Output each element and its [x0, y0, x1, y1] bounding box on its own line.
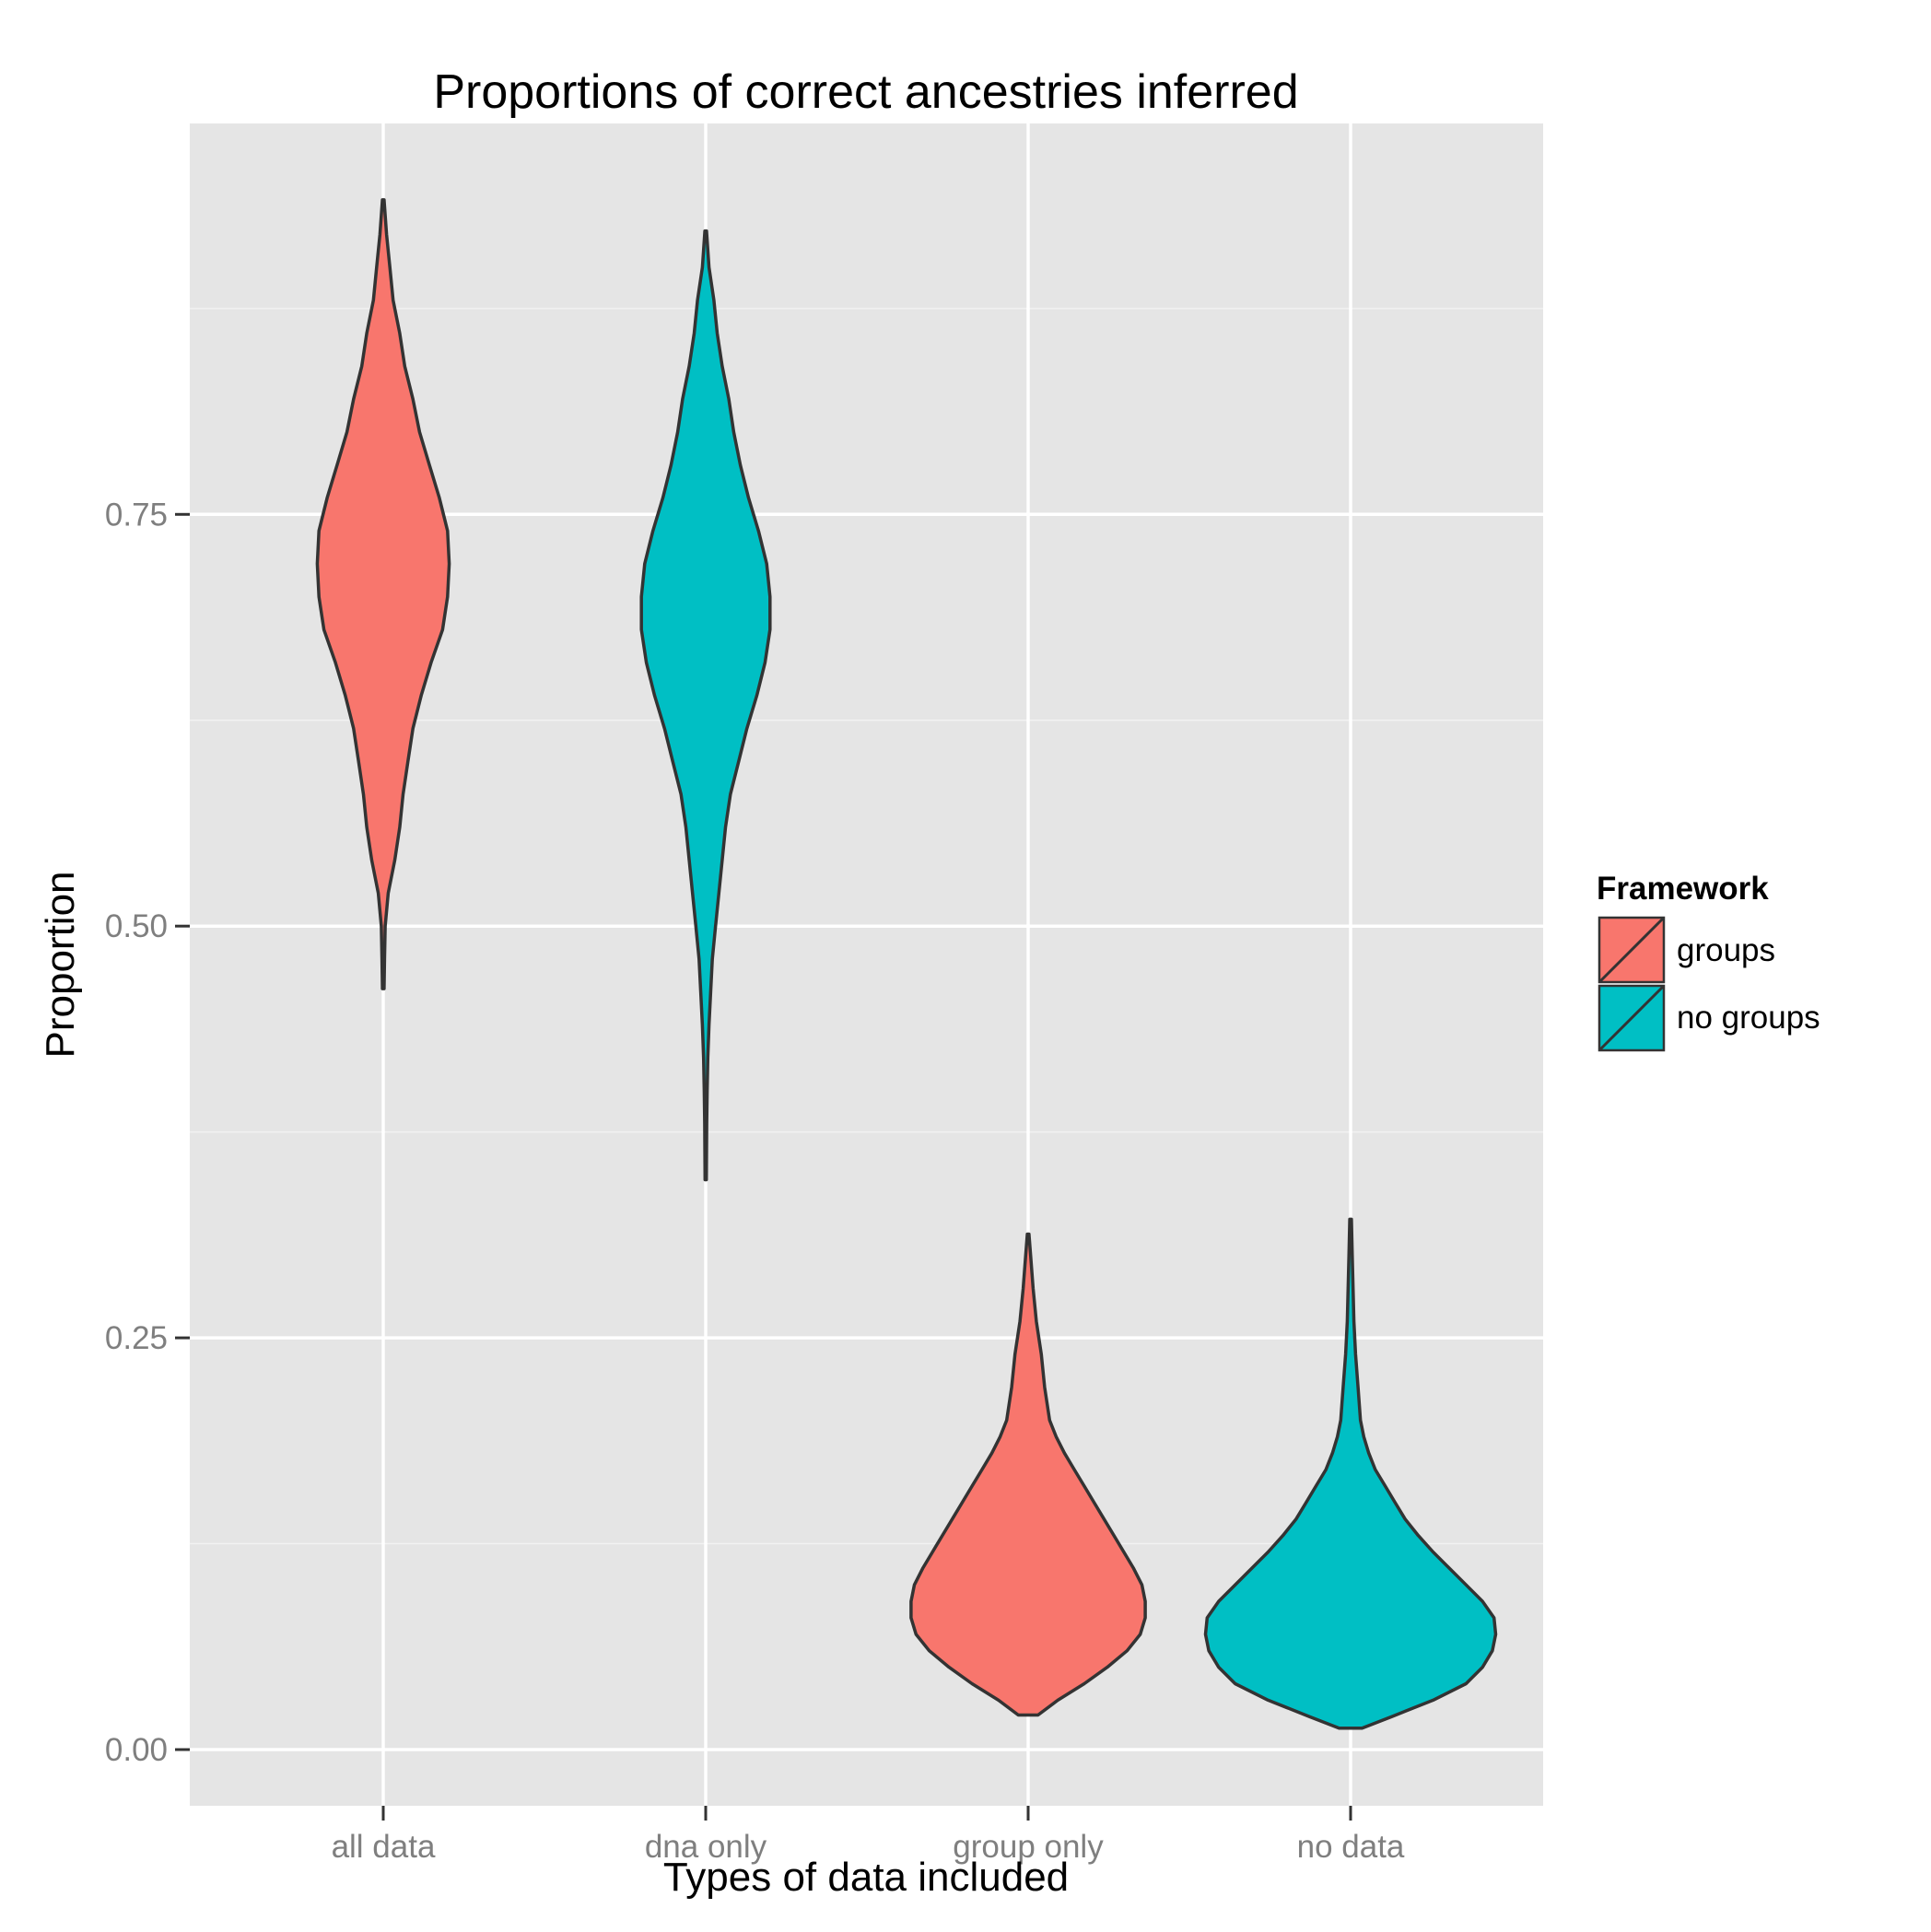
violin-dna-only [639, 229, 772, 1182]
y-tick-label-0: 0.00 [105, 1732, 168, 1768]
legend-item-groups: groups [1597, 916, 1775, 984]
chart-title: Proportions of correct ancestries inferr… [433, 65, 1298, 119]
y-axis: 0.00 0.25 0.50 0.75 [105, 497, 190, 1768]
legend-key-no-groups-slash [1597, 984, 1666, 1052]
x-axis: all data dna only group only no data [332, 1806, 1405, 1865]
violins [315, 198, 1498, 1730]
x-tick-label-1: dna only [645, 1829, 767, 1865]
y-tick-label-1: 0.25 [105, 1320, 168, 1356]
x-tick-label-3: no data [1297, 1829, 1405, 1865]
legend-label-no-groups: no groups [1677, 1000, 1820, 1036]
y-axis-title: Proportion [38, 871, 83, 1058]
legend-item-no-groups: no groups [1597, 984, 1820, 1052]
violin-group-only [909, 1232, 1147, 1717]
legend-label-groups: groups [1677, 932, 1775, 968]
violin-no-data [1203, 1217, 1498, 1730]
y-tick-label-3: 0.75 [105, 497, 168, 533]
x-axis-title: Types of data included [663, 1855, 1069, 1900]
y-tick-label-2: 0.50 [105, 908, 168, 944]
x-tick-label-0: all data [332, 1829, 436, 1865]
legend: Framework groups no groups [1597, 871, 1820, 1052]
x-tick-label-2: group only [953, 1829, 1104, 1865]
legend-key-groups-slash [1597, 916, 1666, 984]
legend-title: Framework [1597, 871, 1769, 907]
violin-all-data [315, 198, 451, 990]
